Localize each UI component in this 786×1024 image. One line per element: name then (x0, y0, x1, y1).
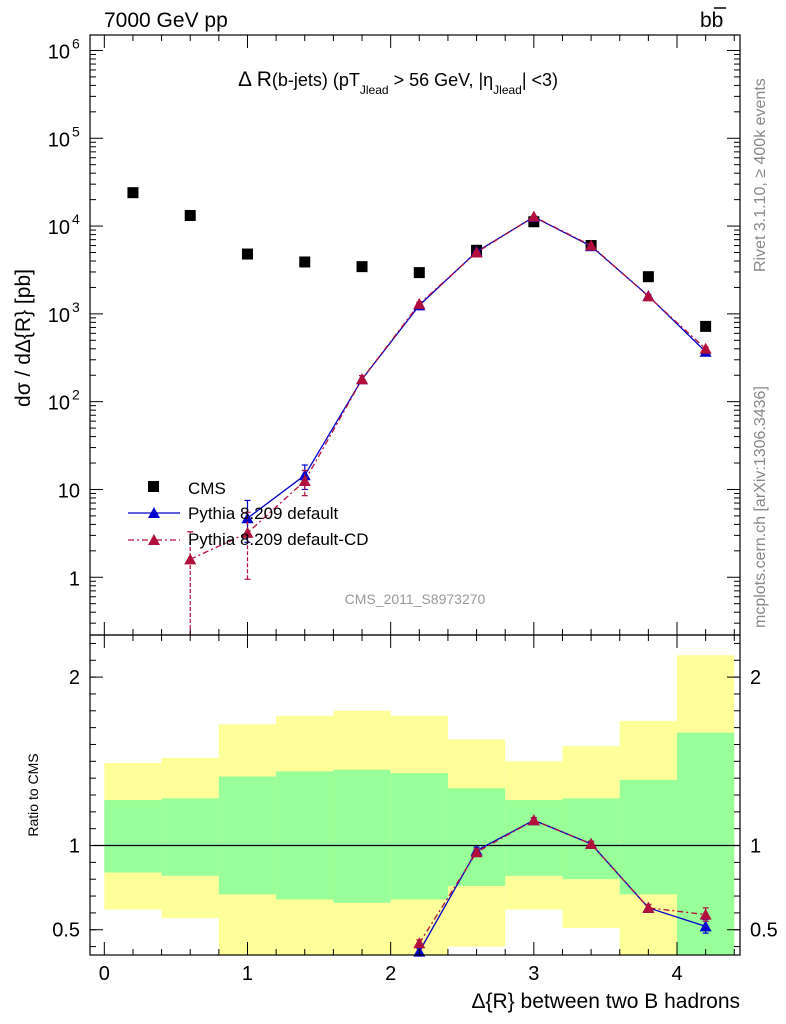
cms-data-point (356, 261, 368, 273)
main-y-axis-label: dσ / dΔ{R} [pb] (12, 269, 35, 407)
cms-data-point (700, 320, 712, 332)
main-data-point (298, 474, 311, 486)
x-tick-label: 4 (671, 963, 682, 985)
ratio-y-tick-label-right: 1 (750, 836, 761, 858)
main-data-point (184, 553, 197, 565)
ratio-plot-area (90, 655, 740, 957)
main-series-line (247, 216, 707, 519)
main-plot-area (127, 187, 712, 635)
cms-data-point (184, 209, 196, 221)
ratio-panel: 0.5 0.5 1 1 2 2 0 1 2 3 4 Ratio to CMS Δ{R} betwe… (25, 634, 778, 1013)
ratio-y-tick-label-right: 0.5 (750, 920, 778, 942)
cms-data-point (413, 267, 425, 279)
main-y-tick-exponent: 5 (72, 123, 80, 139)
ratio-y-tick-label: 2 (69, 667, 80, 689)
ratio-data-point (527, 814, 540, 826)
legend-item-pythia-cd: Pythia 8.209 default-CD (128, 530, 369, 549)
main-title: Δ R(b-jets) (pTJlead > 56 GeV, |ηJlead| … (238, 68, 558, 97)
legend-item-cms: CMS (148, 479, 226, 498)
main-y-tick-label: 10 (48, 217, 70, 239)
x-tick-label: 3 (528, 963, 539, 985)
ratio-data-point (470, 846, 483, 858)
header-left-label: 7000 GeV pp (104, 9, 228, 32)
ratio-y-tick-label-right: 2 (750, 667, 761, 689)
header-right-label: bb (700, 7, 726, 32)
main-y-tick-exponent: 6 (72, 35, 80, 51)
uncertainty-band-inner (104, 800, 162, 873)
legend-item-pythia-default: Pythia 8.209 default (128, 504, 339, 523)
main-title-c-sub: Jlead (493, 83, 522, 97)
x-tick-label: 0 (99, 963, 110, 985)
ratio-data-point (642, 901, 655, 913)
main-data-point (470, 246, 483, 258)
cms-data-point (299, 256, 311, 268)
main-title-b-sub: Jlead (360, 83, 389, 97)
x-tick-label: 2 (385, 963, 396, 985)
header-right-text: bb (700, 9, 723, 32)
rivet-label: Rivet 3.1.10, ≥ 400k events (752, 78, 769, 272)
ratio-data-point (585, 837, 598, 849)
main-data-point (356, 373, 369, 385)
main-y-tick-label: 10 (48, 393, 70, 415)
main-y-tick-exponent: 3 (72, 299, 80, 315)
ratio-y-axis-label: Ratio to CMS (25, 753, 41, 836)
ratio-y-tick-label: 0.5 (52, 920, 80, 942)
x-axis-label: Δ{R} between two B hadrons (471, 990, 740, 1013)
uncertainty-band-inner (447, 788, 506, 886)
main-series-line (189, 215, 707, 560)
legend-marker-pythia-cd (148, 534, 160, 545)
main-y-tick-label: 10 (48, 41, 70, 63)
main-y-tick-label: 10 (48, 305, 70, 327)
legend-marker-pythia-default (148, 507, 160, 518)
main-series-2 (184, 210, 712, 635)
ratio-series-line (418, 819, 706, 944)
ratio-x-axis: 0 1 2 3 4 (99, 635, 735, 985)
main-y-tick-exponent: 4 (72, 211, 80, 227)
uncertainty-band-inner (276, 771, 334, 900)
main-data-point (241, 526, 254, 538)
ratio-data-point (413, 937, 426, 949)
uncertainty-band-inner (390, 773, 448, 900)
main-y-tick-exponent: 2 (72, 387, 80, 403)
ratio-series-1 (413, 814, 712, 949)
main-y-tick-label: 10 (48, 129, 70, 151)
uncertainty-band-inner (218, 776, 277, 895)
uncertainty-band-inner (161, 798, 219, 876)
watermark: CMS_2011_S8973270 (345, 591, 486, 607)
uncertainty-band-inner (505, 800, 563, 876)
legend-label-cms: CMS (188, 479, 226, 498)
main-series-1 (241, 210, 712, 543)
main-data-point (699, 342, 712, 354)
cms-data-point (241, 248, 253, 260)
uncertainty-band-inner (333, 769, 391, 903)
ratio-y-tick-label: 1 (69, 836, 80, 858)
main-data-point (585, 239, 598, 251)
legend: CMS Pythia 8.209 default Pythia 8.209 de… (128, 479, 369, 549)
legend-label-pythia-default: Pythia 8.209 default (188, 504, 339, 523)
main-y-tick-label: 10 (58, 480, 80, 502)
main-title-d: | <3) (522, 70, 558, 90)
main-data-point (527, 210, 540, 222)
ratio-data-point (699, 920, 712, 932)
legend-marker-cms (148, 481, 159, 492)
main-title-c: > 56 GeV, |η (389, 70, 494, 90)
legend-label-pythia-cd: Pythia 8.209 default-CD (188, 530, 369, 549)
uncertainty-band-inner (619, 779, 678, 895)
main-title-a: Δ R (238, 68, 272, 91)
cms-data-point (642, 271, 654, 283)
main-data-point (642, 290, 655, 302)
mcplots-label: mcplots.cern.ch [arXiv:1306.3436] (752, 386, 769, 628)
ratio-data-point (699, 908, 712, 920)
main-title-b: (b-jets) (pT (272, 70, 360, 90)
main-data-point (413, 297, 426, 309)
main-y-tick-label: 1 (69, 568, 80, 590)
main-x-ticks (103, 35, 735, 635)
x-tick-label: 1 (242, 963, 253, 985)
ratio-y-axis: 0.5 0.5 1 1 2 2 (52, 642, 778, 948)
cms-data-point (127, 187, 139, 199)
